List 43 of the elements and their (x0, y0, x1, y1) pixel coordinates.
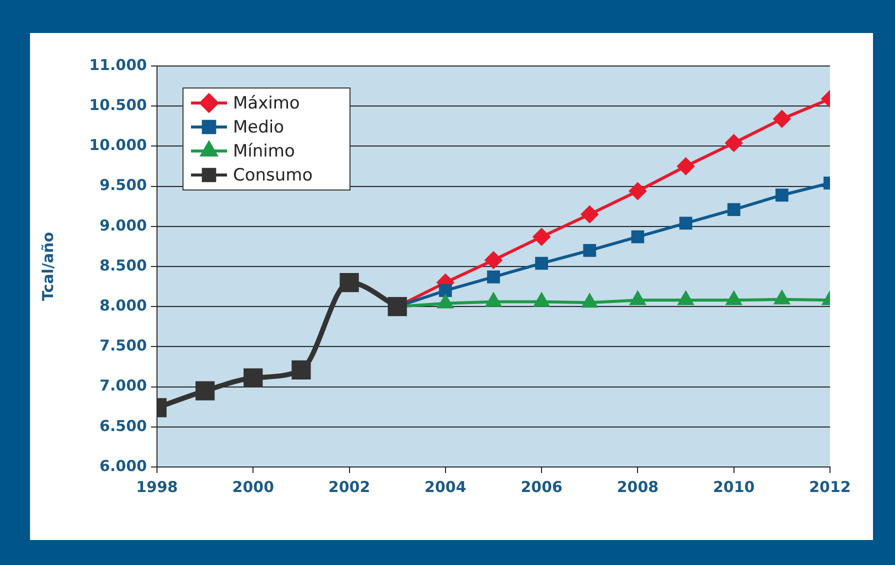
legend-label: Consumo (233, 165, 313, 186)
x-tick-label: 1998 (136, 478, 178, 496)
x-tick-label: 2008 (616, 478, 659, 496)
legend-label: Medio (233, 117, 284, 138)
point (292, 360, 311, 380)
point (677, 158, 694, 175)
point (581, 206, 598, 223)
x-tick-label: 2000 (232, 478, 274, 496)
point (725, 134, 742, 152)
point (631, 230, 644, 244)
y-axis-title: Tcal/año (38, 232, 57, 301)
point (438, 284, 452, 298)
y-tick-label: 9.000 (100, 216, 147, 234)
point (485, 252, 502, 269)
point (583, 244, 596, 257)
point (244, 368, 263, 388)
x-tick-label: 2004 (424, 478, 466, 496)
x-tick-label: 2006 (520, 478, 562, 496)
point (340, 272, 359, 292)
y-tick-label: 6.500 (100, 416, 147, 435)
legend-label: Máximo (233, 93, 300, 114)
point (727, 203, 740, 216)
y-tick-label: 11.000 (89, 56, 147, 74)
x-tick-label: 2010 (712, 478, 755, 496)
point (773, 110, 790, 128)
y-tick-label: 9.500 (100, 176, 147, 194)
point (679, 216, 692, 230)
point (775, 188, 788, 202)
x-tick-label: 2012 (809, 478, 851, 496)
y-tick-label: 7.000 (100, 376, 147, 395)
point (487, 270, 500, 284)
y-tick-label: 10.500 (89, 96, 147, 114)
y-tick-label: 10.000 (89, 136, 147, 154)
y-tick-label: 8.000 (100, 296, 147, 314)
point (629, 182, 646, 200)
legend-label: Mínimo (233, 141, 295, 162)
x-tick-label: 2002 (328, 478, 370, 496)
point (535, 256, 548, 270)
y-tick-label: 7.500 (100, 336, 147, 355)
y-tick-label: 6.000 (100, 456, 147, 475)
point (533, 228, 550, 246)
point (196, 381, 215, 400)
y-tick-label: 8.500 (100, 256, 147, 274)
